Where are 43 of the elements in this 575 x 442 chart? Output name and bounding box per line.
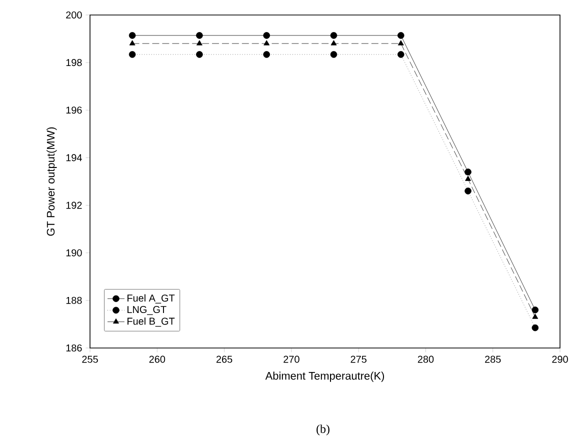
point [128,51,136,58]
point [263,51,270,58]
point [532,314,538,319]
legend-label: Fuel A_GT [128,294,175,304]
y-tick-label: 194 [66,154,82,162]
y-tick-label: 188 [66,296,82,304]
point [330,51,338,58]
point [196,40,202,46]
point [532,306,539,314]
point [532,324,539,332]
point [465,176,471,181]
point [263,32,270,39]
point [196,51,203,58]
y-tick-label: 196 [66,106,82,114]
point [330,40,337,46]
point [397,51,404,58]
y-tick-label: 200 [66,11,82,19]
y-tick-label: 198 [66,59,82,66]
y-tick-label: 192 [66,202,82,209]
text: (b) [316,424,330,436]
legend-label: Fuel B_GT [128,317,175,327]
x-tick-label: 275 [350,356,366,363]
x-tick-label: 285 [485,356,501,363]
point [128,32,136,39]
x-tick-label: 290 [552,356,568,363]
point [398,40,404,46]
point [464,168,472,176]
x-tick-label: 270 [284,356,300,363]
y-tick-label: 190 [66,249,82,256]
point [264,40,270,46]
x-tick-label: 280 [418,356,434,363]
y-axis-title: GT Power output(MW) [46,127,57,236]
x-axis-title: Abiment Temperautre(K) [265,372,384,382]
point [397,32,404,39]
point [196,32,203,39]
point [129,40,136,46]
x-tick-label: 265 [216,356,232,363]
legend-label: LNG_GT [128,306,166,315]
x-tick-label: 255 [82,356,98,363]
point [464,188,472,194]
y-tick-label: 186 [66,344,82,352]
point [330,32,338,39]
x-tick-label: 260 [149,356,166,363]
